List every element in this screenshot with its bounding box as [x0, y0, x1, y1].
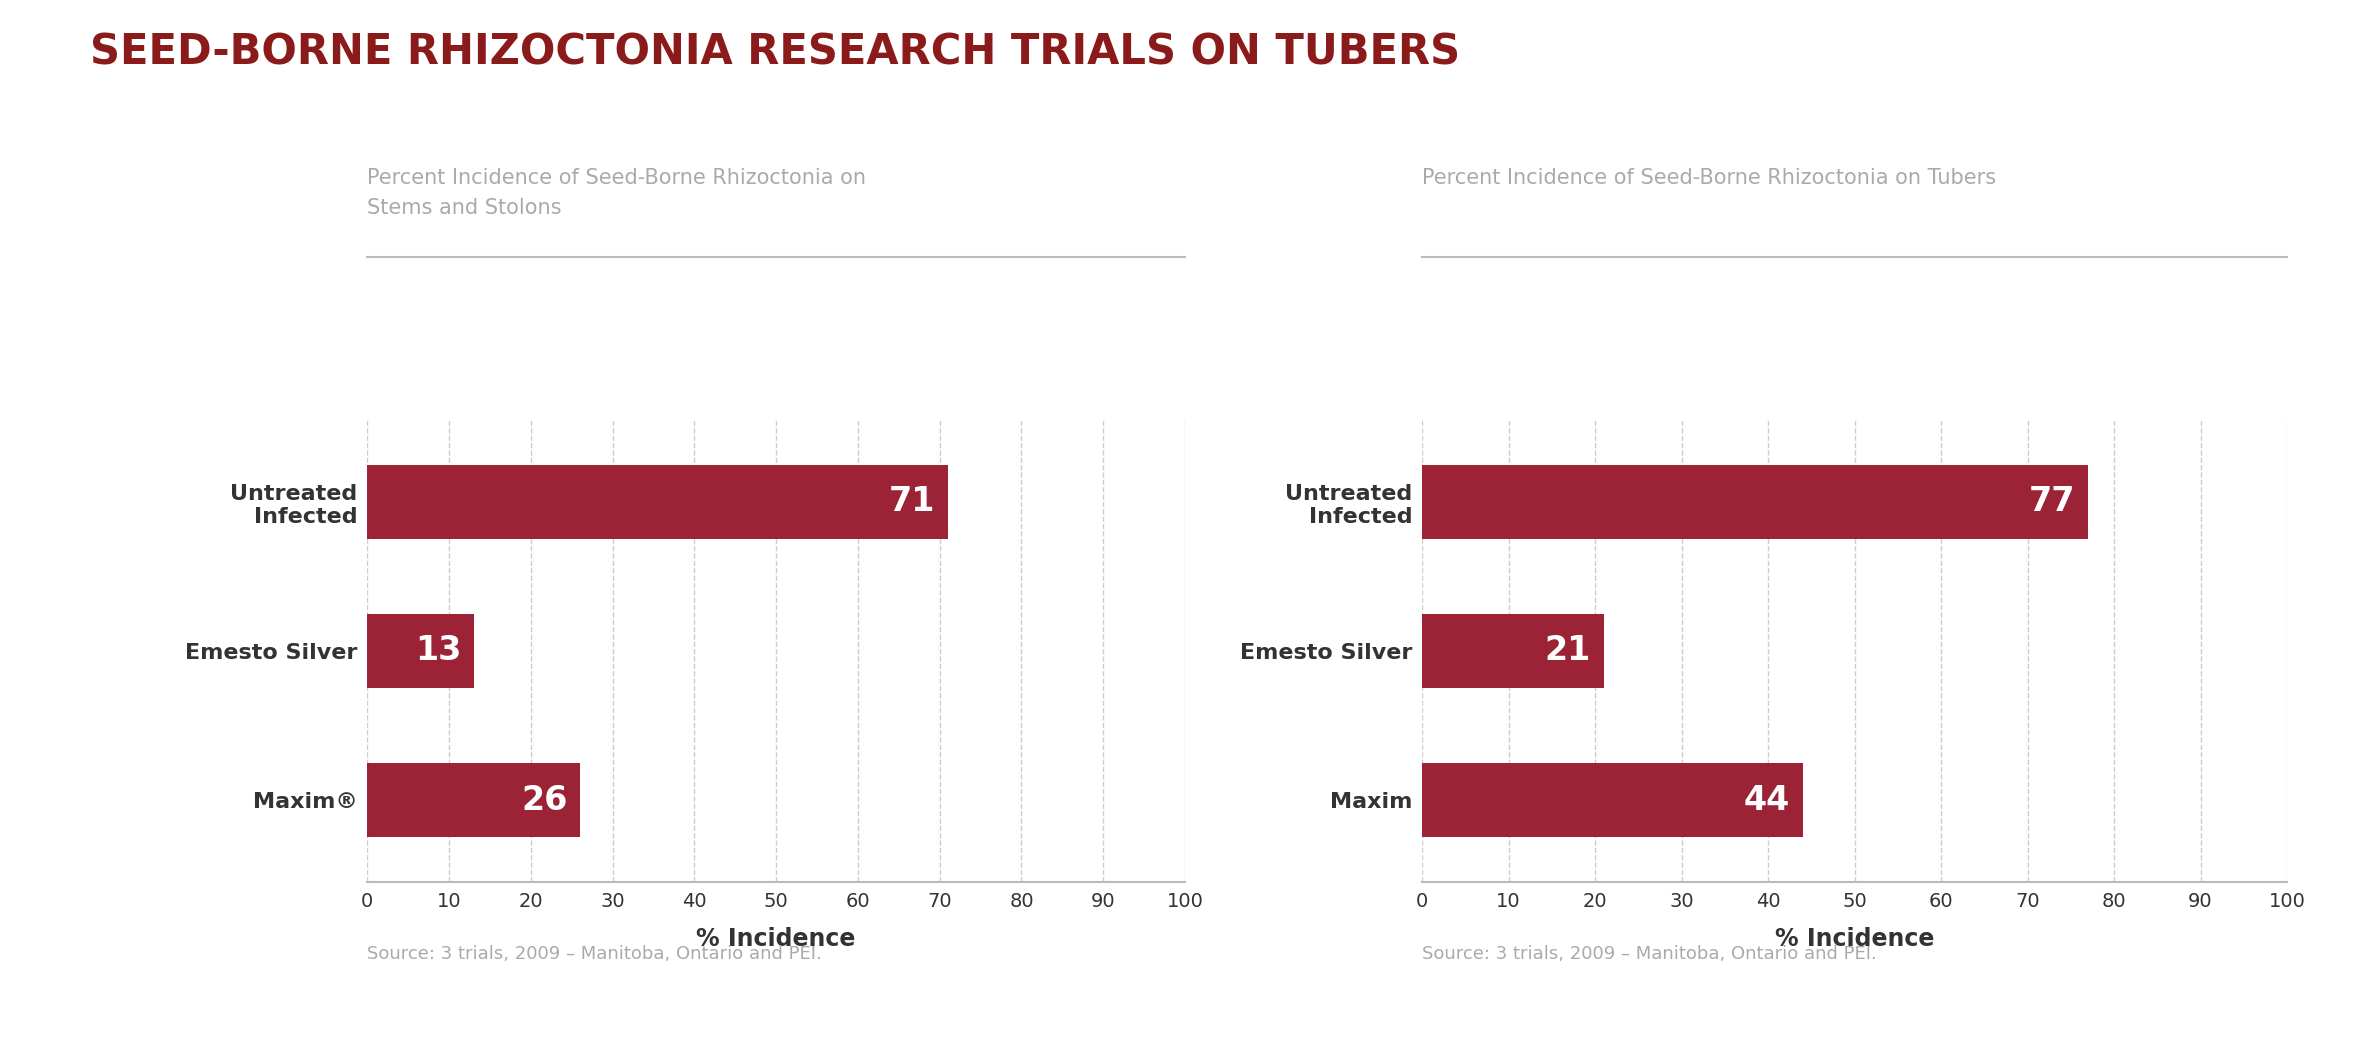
- Bar: [367, 762, 581, 837]
- X-axis label: % Incidence: % Incidence: [1775, 927, 1934, 951]
- X-axis label: % Incidence: % Incidence: [697, 927, 856, 951]
- Text: Source: 3 trials, 2009 – Manitoba, Ontario and PEI.: Source: 3 trials, 2009 – Manitoba, Ontar…: [1422, 945, 1877, 963]
- Bar: [1422, 465, 2088, 540]
- Text: 77: 77: [2029, 485, 2076, 519]
- Text: 71: 71: [889, 485, 936, 519]
- Bar: [1422, 762, 1804, 837]
- Bar: [367, 614, 474, 688]
- Text: Source: 3 trials, 2009 – Manitoba, Ontario and PEI.: Source: 3 trials, 2009 – Manitoba, Ontar…: [367, 945, 822, 963]
- Text: Percent Incidence of Seed-Borne Rhizoctonia on
Stems and Stolons: Percent Incidence of Seed-Borne Rhizocto…: [367, 168, 867, 217]
- Text: 21: 21: [1545, 634, 1590, 668]
- Text: 44: 44: [1744, 783, 1789, 817]
- Text: SEED-BORNE RHIZOCTONIA RESEARCH TRIALS ON TUBERS: SEED-BORNE RHIZOCTONIA RESEARCH TRIALS O…: [90, 32, 1460, 74]
- Text: 26: 26: [521, 783, 569, 817]
- Bar: [367, 465, 948, 540]
- Text: 13: 13: [415, 634, 462, 668]
- Bar: [1422, 614, 1604, 688]
- Text: Percent Incidence of Seed-Borne Rhizoctonia on Tubers: Percent Incidence of Seed-Borne Rhizocto…: [1422, 168, 1996, 188]
